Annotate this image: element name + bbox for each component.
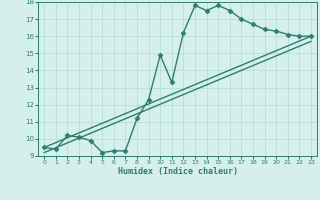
X-axis label: Humidex (Indice chaleur): Humidex (Indice chaleur)	[118, 167, 238, 176]
